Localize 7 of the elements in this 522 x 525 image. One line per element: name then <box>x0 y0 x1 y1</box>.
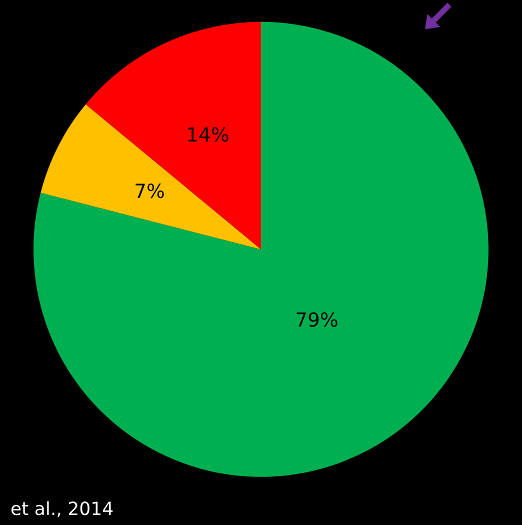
data-label: 14% <box>188 127 228 142</box>
text: et al., 2014 <box>11 501 113 518</box>
pie-slice <box>40 104 261 250</box>
data-label: 7% <box>136 184 164 198</box>
data-label: 79% <box>296 312 338 327</box>
pie-slice <box>34 22 488 477</box>
pie-slice <box>86 22 261 250</box>
